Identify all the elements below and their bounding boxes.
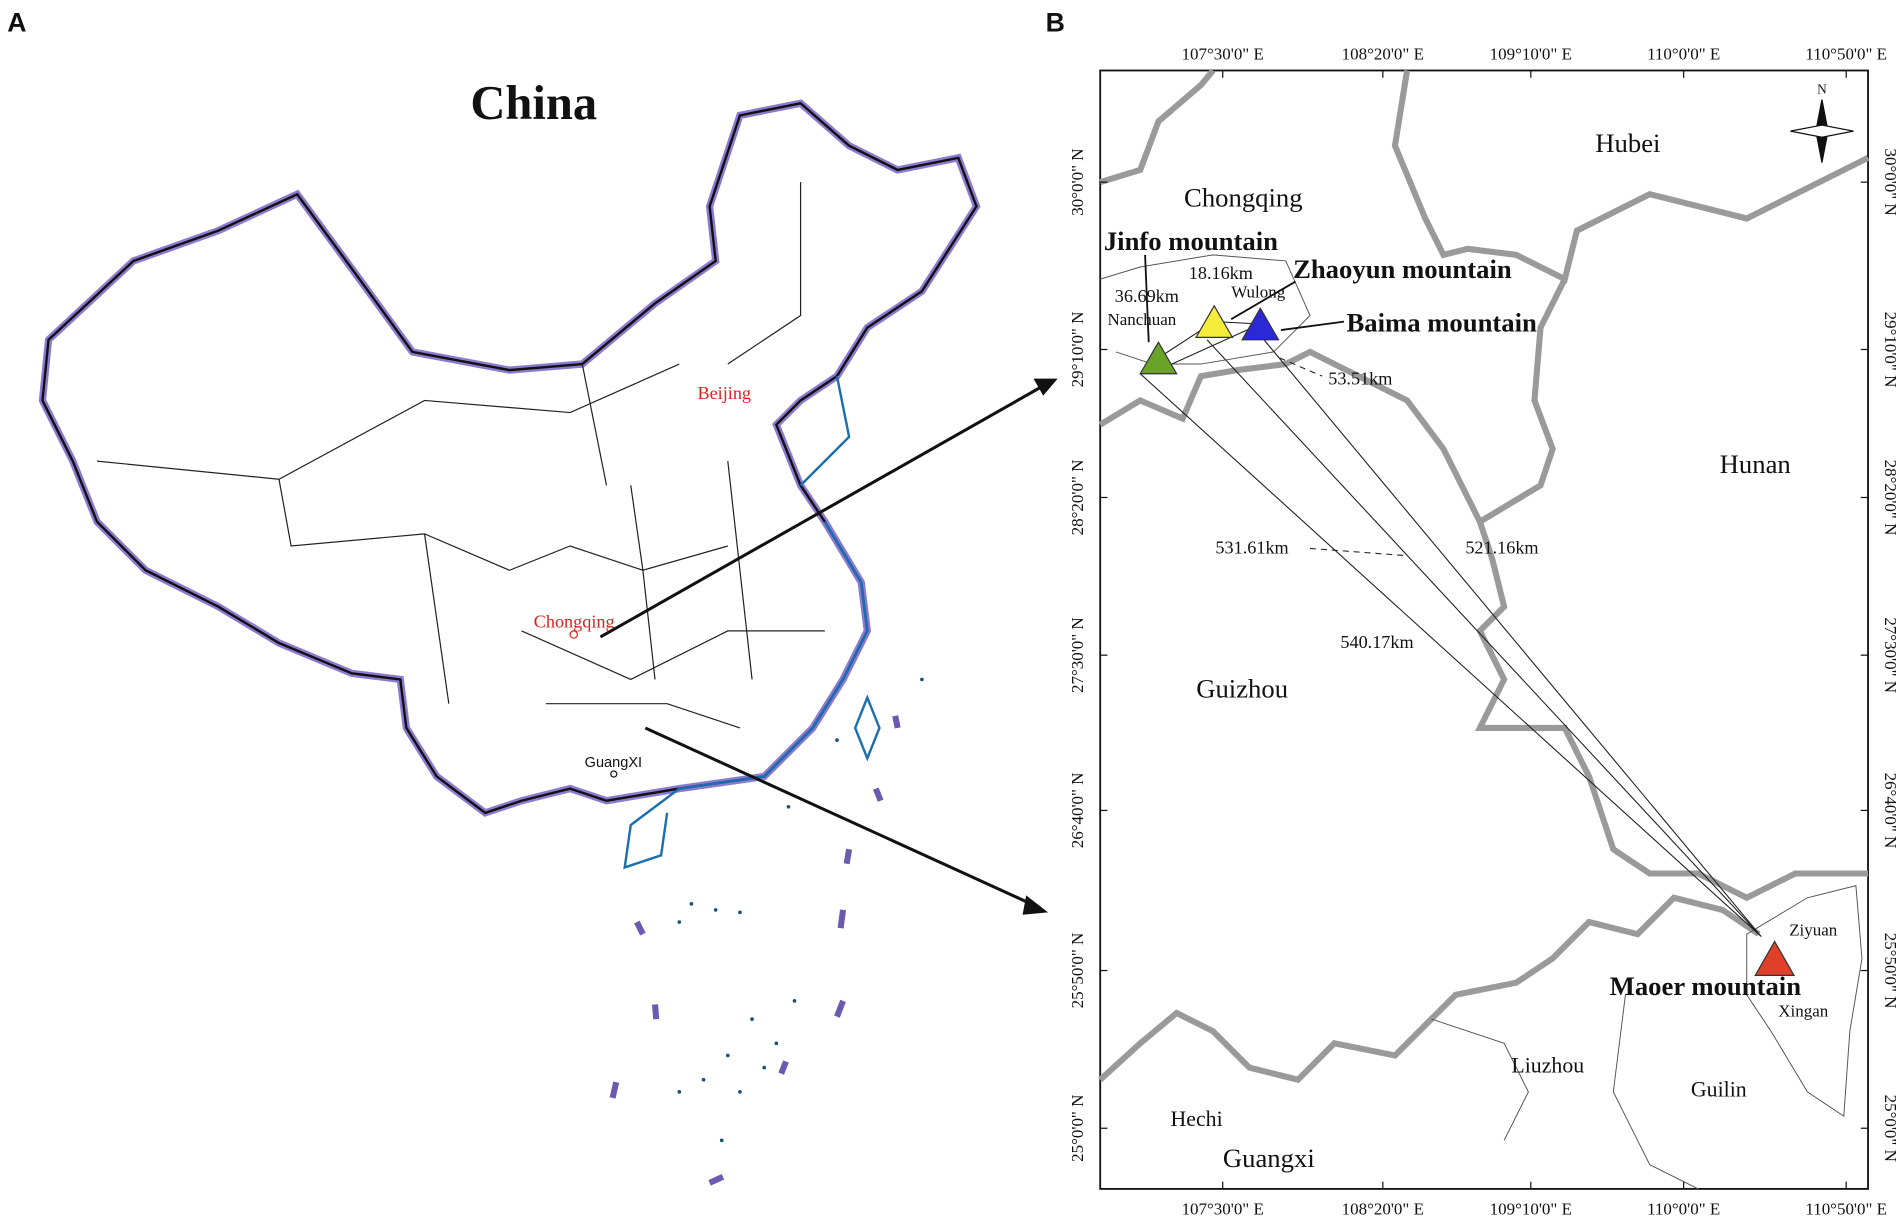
- pointer-arrow: [599, 384, 1044, 639]
- mountain-marker: [1139, 340, 1178, 375]
- distance-label: 18.16km: [1189, 263, 1253, 283]
- lat-label: 27°30'0" N: [1068, 617, 1087, 693]
- taiwan: [853, 694, 881, 762]
- mountain-label: Baima mountain: [1346, 307, 1537, 337]
- panel-label: A: [7, 8, 26, 38]
- north-label: N: [1817, 82, 1827, 97]
- region-label: Hubei: [1595, 128, 1660, 158]
- distance-label: 531.61km: [1215, 537, 1288, 557]
- lon-label: 108°20'0" E: [1342, 1199, 1424, 1218]
- lon-label: 108°20'0" E: [1342, 45, 1424, 64]
- dash-lines: [609, 715, 901, 1186]
- region-label: Hunan: [1720, 449, 1791, 479]
- city-marker: [610, 770, 618, 778]
- lon-label: 110°0'0" E: [1647, 45, 1720, 64]
- place-label: Liuzhou: [1511, 1053, 1584, 1077]
- county-boundaries: [1100, 254, 1863, 1190]
- city-label: GuangXI: [585, 755, 642, 771]
- lon-label: 107°30'0" E: [1182, 45, 1264, 64]
- city-marker: [569, 630, 578, 639]
- city-label: Beijing: [697, 383, 751, 403]
- lat-label: 29°10'0" N: [1068, 312, 1087, 388]
- map-title: China: [470, 77, 597, 130]
- lat-label: 30°0'0" N: [1068, 148, 1087, 215]
- lat-label: 30°0'0" N: [1881, 148, 1900, 215]
- label-arrows: [1144, 254, 1345, 343]
- mountain-label: Maoer mountain: [1610, 971, 1802, 1001]
- lat-label: 25°0'0" N: [1881, 1095, 1900, 1162]
- lon-label: 109°10'0" E: [1490, 1199, 1572, 1218]
- place-label: Nanchuan: [1107, 310, 1176, 329]
- place-label: Guilin: [1691, 1078, 1747, 1102]
- mountain-label: Zhaoyun mountain: [1293, 254, 1512, 284]
- lon-label: 110°50'0" E: [1805, 1199, 1887, 1218]
- mountain-marker: [1754, 940, 1796, 977]
- distance-label: 521.16km: [1465, 537, 1538, 557]
- distance-label: 540.17km: [1340, 632, 1413, 652]
- lat-label: 25°50'0" N: [1068, 933, 1087, 1009]
- place-label: Ziyuan: [1789, 920, 1838, 939]
- place-label: Hechi: [1171, 1107, 1223, 1131]
- lat-label: 26°40'0" N: [1068, 773, 1087, 849]
- coastline: [623, 375, 869, 870]
- arrow-head: [1022, 895, 1049, 915]
- distance-label: 53.51km: [1328, 369, 1392, 389]
- lat-label: 29°10'0" N: [1881, 312, 1900, 388]
- lon-label: 107°30'0" E: [1182, 1199, 1264, 1218]
- lat-label: 28°20'0" N: [1881, 460, 1900, 536]
- lat-label: 25°0'0" N: [1068, 1095, 1087, 1162]
- region-label: Guangxi: [1223, 1143, 1315, 1173]
- panel-label: B: [1046, 8, 1065, 38]
- city-label: Chongqing: [534, 611, 615, 631]
- lon-label: 109°10'0" E: [1490, 45, 1572, 64]
- lon-label: 110°50'0" E: [1805, 45, 1887, 64]
- lat-label: 26°40'0" N: [1881, 773, 1900, 849]
- mountain-marker: [1194, 304, 1234, 338]
- graticule-labels: 107°30'0" E 107°30'0" E 108°20'0" E 108°20'…: [1068, 45, 1900, 1219]
- pointer-arrow: [644, 726, 1032, 906]
- distance-label: 36.69km: [1115, 286, 1179, 306]
- mountain-marker: [1241, 307, 1280, 341]
- place-label: Wulong: [1231, 282, 1286, 301]
- region-label: Chongqing: [1184, 182, 1303, 212]
- lat-label: 27°30'0" N: [1881, 617, 1900, 693]
- province-borders: [96, 182, 825, 729]
- mountain-label: Jinfo mountain: [1104, 226, 1278, 256]
- lon-label: 110°0'0" E: [1647, 1199, 1720, 1218]
- lat-label: 25°50'0" N: [1881, 933, 1900, 1009]
- china-outline: [38, 99, 981, 817]
- islands: [677, 677, 924, 1143]
- lat-label: 28°20'0" N: [1068, 460, 1087, 536]
- distance-lines: [1139, 321, 1762, 937]
- region-label: Guizhou: [1196, 674, 1288, 704]
- arrow-head: [1033, 378, 1058, 396]
- place-label: Xingan: [1778, 1002, 1828, 1021]
- north-arrow: N: [1790, 82, 1854, 163]
